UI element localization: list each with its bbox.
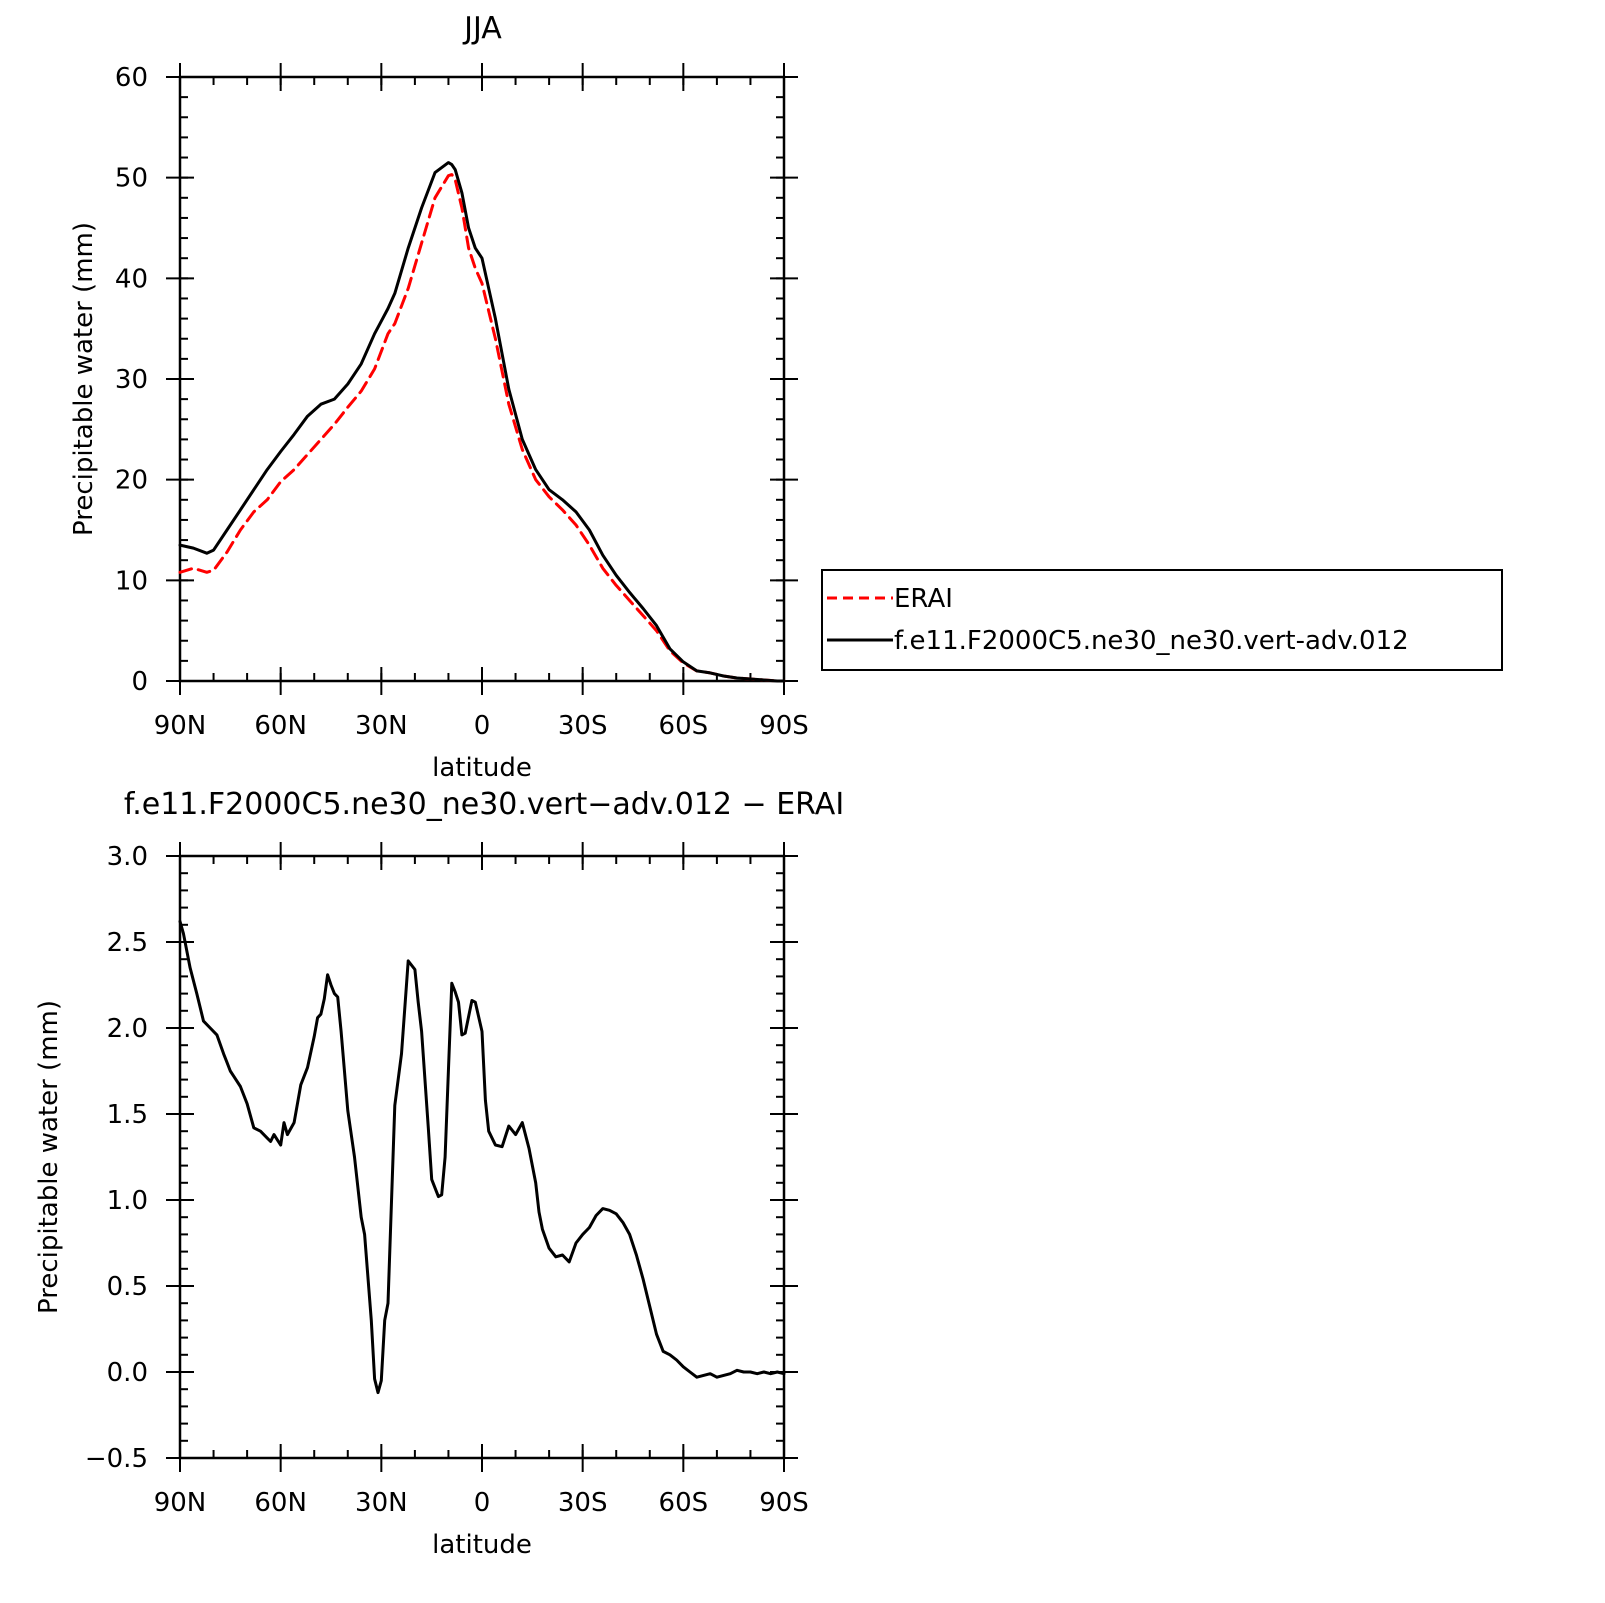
bottom-x-axis-label: latitude	[432, 1530, 532, 1560]
bottom-x-tick-label: 30N	[355, 1488, 408, 1518]
top-x-tick-label: 30S	[558, 711, 608, 741]
bottom-series-line-1	[178, 919, 786, 1395]
bottom-x-tick-label: 90S	[759, 1488, 809, 1518]
bottom-x-tick-label: 30S	[558, 1488, 608, 1518]
bottom-y-tick-label: 0.0	[107, 1358, 148, 1388]
top-x-axis-label: latitude	[432, 753, 532, 783]
top-x-tick-label: 60S	[659, 711, 709, 741]
top-plot-frame	[178, 75, 786, 683]
top-y-tick-label: 60	[115, 63, 148, 93]
top-chart-title: JJA	[462, 11, 502, 46]
top-series-group	[178, 161, 786, 683]
bottom-y-tick-label: 1.0	[107, 1186, 148, 1216]
top-x-tick-label: 90S	[759, 711, 809, 741]
bottom-y-axis-label: Precipitable water (mm)	[34, 1000, 64, 1314]
bottom-y-tick-label: −0.5	[85, 1444, 148, 1474]
top-series-line-1	[178, 173, 786, 683]
bottom-y-tick-label: 1.5	[107, 1100, 148, 1130]
top-y-tick-label: 0	[131, 667, 148, 697]
bottom-x-tick-labels: 90N 60N 30N 0 30S 60S 90S	[154, 1488, 809, 1518]
top-chart-panel: JJA 0 10 20 30 40 50 60 90N 60N 30N 0 30S 60S 90S la…	[69, 11, 1503, 783]
bottom-x-tick-label: 60N	[254, 1488, 307, 1518]
bottom-y-tick-label: 2.0	[107, 1014, 148, 1044]
top-x-tick-label: 0	[474, 711, 491, 741]
bottom-plot-frame	[178, 854, 786, 1460]
top-y-tick-label: 50	[115, 164, 148, 194]
bottom-chart-title: f.e11.F2000C5.ne30_ne30.vert−adv.012 − E…	[124, 787, 844, 822]
top-axis-ticks	[166, 63, 798, 695]
bottom-x-tick-label: 60S	[659, 1488, 709, 1518]
bottom-x-tick-label: 90N	[154, 1488, 207, 1518]
legend-label-model: f.e11.F2000C5.ne30_ne30.vert-adv.012	[894, 626, 1409, 656]
top-x-tick-label: 60N	[254, 711, 307, 741]
top-x-tick-labels: 90N 60N 30N 0 30S 60S 90S	[154, 711, 809, 741]
top-y-tick-label: 20	[115, 466, 148, 496]
legend-label-erai: ERAI	[894, 584, 953, 614]
bottom-y-tick-label: 0.5	[107, 1272, 148, 1302]
legend-box	[821, 569, 1503, 671]
bottom-y-tick-label: 3.0	[107, 842, 148, 872]
bottom-y-tick-labels: −0.5 0.0 0.5 1.0 1.5 2.0 2.5 3.0	[85, 842, 148, 1474]
bottom-axis-ticks	[166, 842, 798, 1472]
top-y-tick-labels: 0 10 20 30 40 50 60	[115, 63, 148, 697]
top-y-tick-label: 30	[115, 365, 148, 395]
top-x-tick-label: 90N	[154, 711, 207, 741]
top-x-tick-label: 30N	[355, 711, 408, 741]
bottom-chart-panel: f.e11.F2000C5.ne30_ne30.vert−adv.012 − E…	[34, 787, 844, 1560]
top-y-axis-label: Precipitable water (mm)	[69, 222, 99, 536]
top-series-line-2	[178, 161, 786, 683]
bottom-x-tick-label: 0	[474, 1488, 491, 1518]
bottom-series-group	[178, 919, 786, 1395]
bottom-y-tick-label: 2.5	[107, 928, 148, 958]
top-y-tick-label: 10	[115, 566, 148, 596]
legend: ERAI f.e11.F2000C5.ne30_ne30.vert-adv.01…	[821, 569, 1503, 671]
top-y-tick-label: 40	[115, 264, 148, 294]
